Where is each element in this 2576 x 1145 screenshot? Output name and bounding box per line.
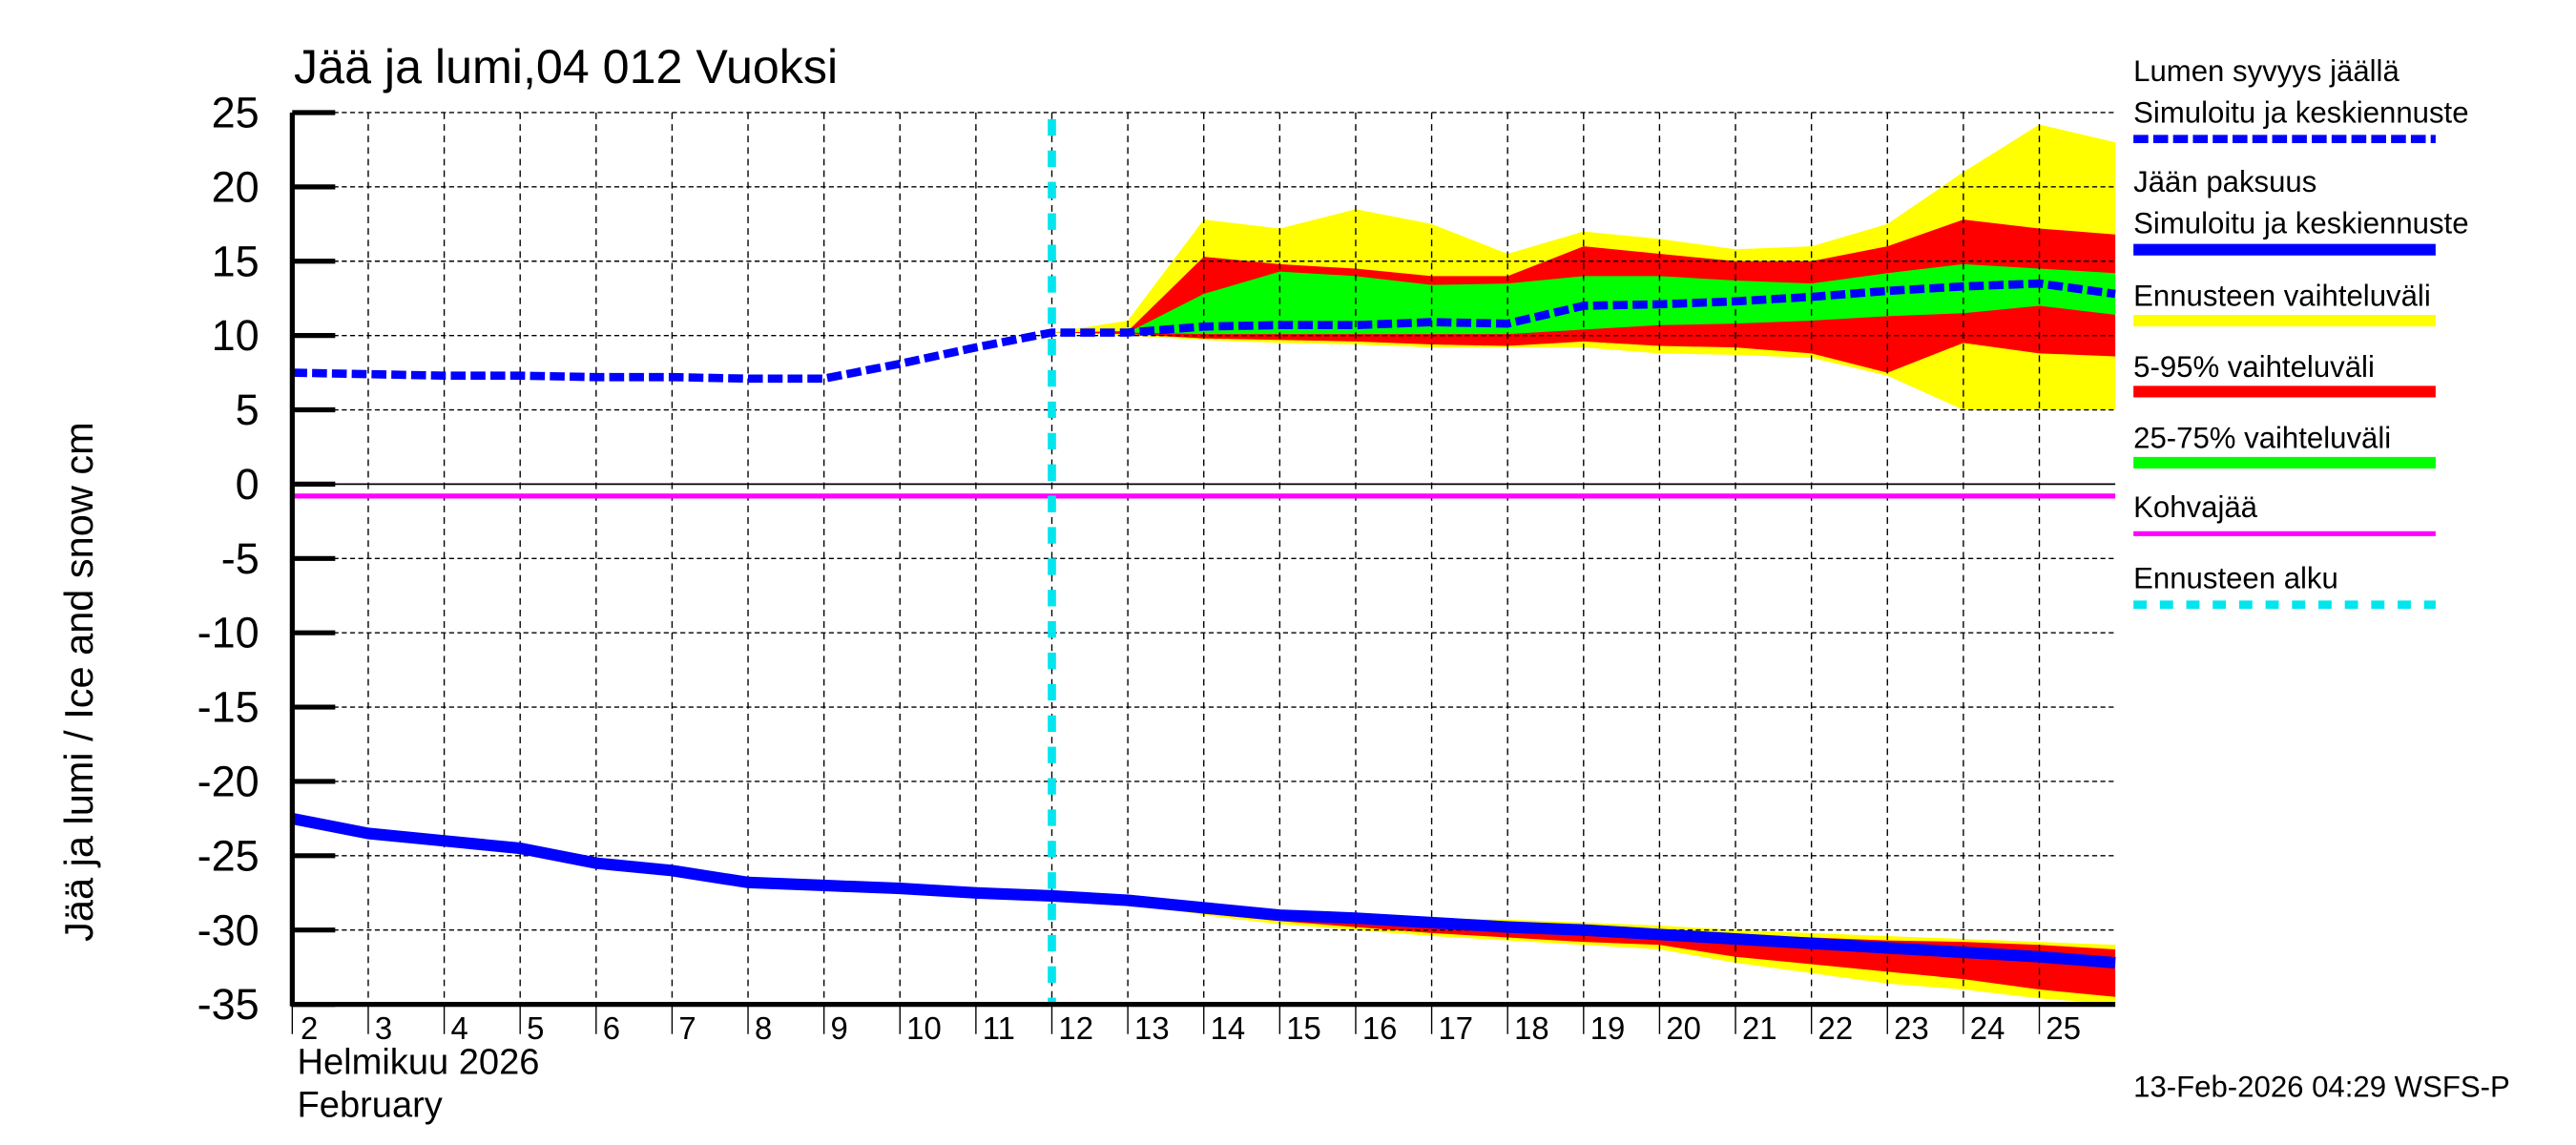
legend: Lumen syvyys jäällä Simuloitu ja keskien…	[2133, 54, 2469, 610]
y-tick-label: -35	[197, 980, 260, 1029]
y-tick-label: 5	[236, 385, 260, 434]
y-tick-label: -15	[197, 683, 260, 732]
x-tick-label: 9	[831, 1010, 848, 1046]
x-tick-label: 10	[906, 1010, 942, 1046]
y-tick-label: 20	[212, 162, 260, 211]
x-tick-label: 19	[1590, 1010, 1626, 1046]
y-tick-label: -30	[197, 906, 260, 954]
x-tick-label: 7	[678, 1010, 696, 1046]
y-tick-label: 10	[212, 311, 260, 360]
legend-forecast-start-label: Ennusteen alku	[2133, 561, 2338, 594]
y-axis-label: Jää ja lumi / Ice and snow cm	[56, 422, 101, 942]
y-tick-label: -5	[221, 534, 260, 583]
legend-snow-sub: Simuloitu ja keskiennuste	[2133, 95, 2468, 129]
x-tick-label: 21	[1742, 1010, 1777, 1046]
x-tick-label: 23	[1894, 1010, 1929, 1046]
x-tick-label: 20	[1666, 1010, 1701, 1046]
legend-p25-75-label: 25-75% vaihteluväli	[2133, 421, 2391, 454]
y-tick-label: 15	[212, 237, 260, 285]
x-tick-label: 17	[1438, 1010, 1473, 1046]
snow-depth-line	[292, 279, 2116, 384]
x-tick-label: 15	[1286, 1010, 1321, 1046]
x-tick-label: 14	[1211, 1010, 1246, 1046]
data-lines	[291, 118, 2116, 1005]
x-axis-label-fi: Helmikuu 2026	[298, 1042, 540, 1082]
chart-title: Jää ja lumi,04 012 Vuoksi	[294, 40, 838, 94]
x-tick-label: 12	[1058, 1010, 1093, 1046]
x-tick-label: 25	[2046, 1010, 2081, 1046]
x-tick-label: 24	[1970, 1010, 2005, 1046]
legend-ice-sub: Simuloitu ja keskiennuste	[2133, 206, 2468, 239]
x-tick-label: 2	[301, 1010, 318, 1046]
legend-slush-label: Kohvajää	[2133, 490, 2258, 524]
y-tick-label: -10	[197, 609, 260, 657]
legend-range-label: Ennusteen vaihteluväli	[2133, 279, 2431, 312]
ice-thickness-line	[291, 812, 2116, 969]
x-tick-label: 11	[983, 1010, 1015, 1046]
timestamp-footer: 13-Feb-2026 04:29 WSFS-P	[2133, 1071, 2510, 1104]
x-tick-label: 13	[1134, 1010, 1170, 1046]
legend-snow-title: Lumen syvyys jäällä	[2133, 54, 2399, 88]
y-tick-label: 0	[236, 460, 260, 509]
x-tick-label: 5	[527, 1010, 544, 1046]
y-tick-label: 25	[212, 89, 260, 137]
legend-ice-title: Jään paksuus	[2133, 165, 2316, 198]
x-tick-label: 6	[603, 1010, 620, 1046]
legend-p5-95-label: 5-95% vaihteluväli	[2133, 350, 2375, 384]
y-tick-label: -25	[197, 831, 260, 880]
y-tick-label: -20	[197, 758, 260, 806]
x-tick-label: 16	[1362, 1010, 1398, 1046]
x-tick-label: 8	[755, 1010, 772, 1046]
x-tick-label: 4	[450, 1010, 467, 1046]
x-axis-label-en: February	[298, 1085, 443, 1125]
x-tick-label: 18	[1514, 1010, 1549, 1046]
x-tick-label: 22	[1818, 1010, 1854, 1046]
x-tick-label: 3	[375, 1010, 392, 1046]
